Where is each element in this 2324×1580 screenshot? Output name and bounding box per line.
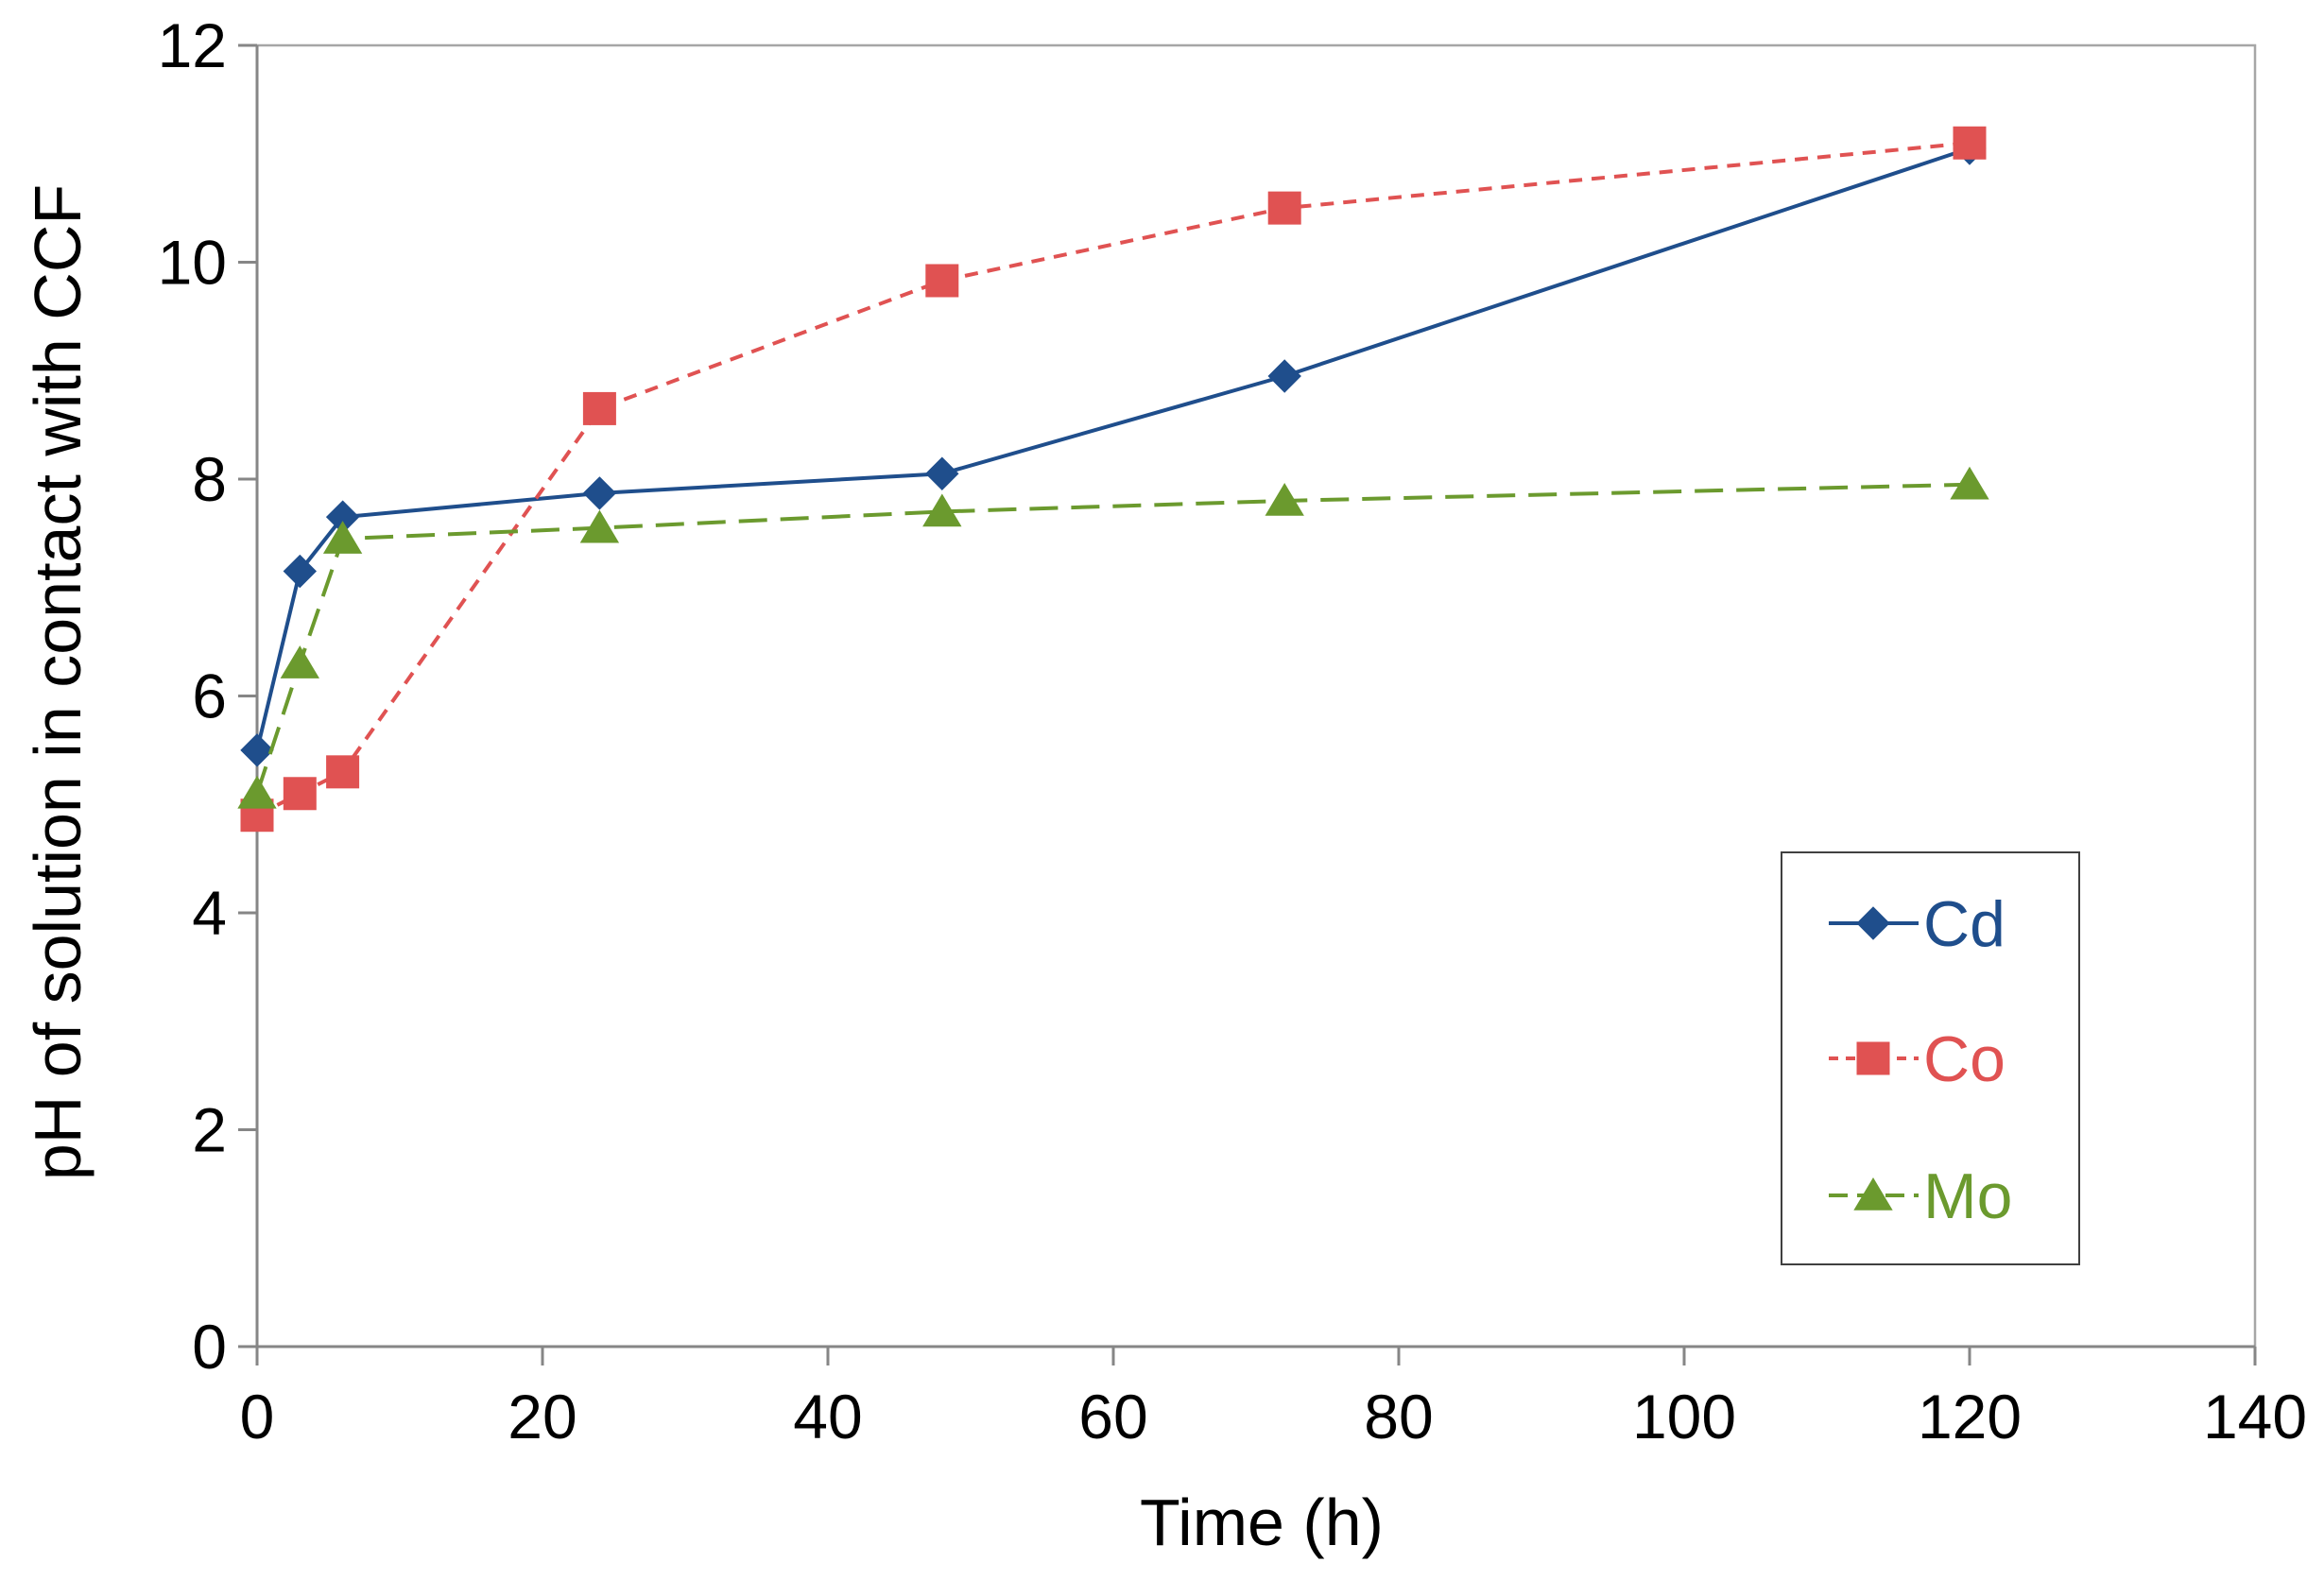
legend-swatch-marker xyxy=(1856,906,1890,940)
y-tick-label: 2 xyxy=(192,1095,227,1165)
y-tick-label: 8 xyxy=(192,444,227,514)
data-point-cd xyxy=(925,456,959,490)
legend-label: Co xyxy=(1923,1023,2006,1095)
data-point-co xyxy=(925,264,959,298)
legend-label: Cd xyxy=(1923,888,2006,960)
data-point-cd xyxy=(582,476,617,510)
data-point-co xyxy=(283,777,317,811)
legend-entry-cd: Cd xyxy=(1829,888,2006,960)
data-point-mo xyxy=(280,645,319,678)
data-point-mo xyxy=(1950,466,1989,500)
data-point-mo xyxy=(237,775,277,809)
series-co xyxy=(240,126,1987,833)
series-cd xyxy=(240,131,1987,767)
x-axis-title: Time (h) xyxy=(1140,1486,1384,1559)
x-tick-label: 20 xyxy=(508,1382,577,1451)
data-point-mo xyxy=(922,493,962,527)
y-tick-label: 4 xyxy=(192,878,227,948)
y-tick-label: 12 xyxy=(158,10,227,80)
legend-swatch-marker xyxy=(1856,1041,1890,1075)
x-tick-label: 40 xyxy=(793,1382,862,1451)
x-tick-label: 140 xyxy=(2203,1382,2307,1451)
legend: Cd Co Mo xyxy=(1781,851,2080,1265)
data-point-cd xyxy=(283,554,318,589)
data-point-cd xyxy=(240,733,274,767)
legend-label: Mo xyxy=(1923,1160,2012,1232)
legend-entry-co: Co xyxy=(1829,1023,2006,1095)
data-point-co xyxy=(1267,191,1301,225)
series-layer xyxy=(237,126,1989,833)
series-line-co xyxy=(256,141,1971,817)
data-point-co xyxy=(582,391,616,425)
legend-swatch-marker xyxy=(1853,1177,1893,1211)
data-point-mo xyxy=(1265,482,1304,516)
x-tick-label: 0 xyxy=(240,1382,275,1451)
data-point-co xyxy=(1953,126,1987,160)
x-tick-label: 100 xyxy=(1632,1382,1736,1451)
data-point-cd xyxy=(1267,359,1301,393)
series-line-mo xyxy=(255,482,1971,795)
y-tick-label: 0 xyxy=(192,1312,227,1382)
data-point-mo xyxy=(579,509,620,543)
y-tick-label: 6 xyxy=(192,661,227,731)
series-line-cd xyxy=(255,146,1971,751)
y-axis-title: pH of solution in contact with CCF xyxy=(21,184,95,1180)
y-axis: 0 2 4 6 8 10 12 xyxy=(158,10,259,1382)
y-tick-label: 10 xyxy=(158,228,227,298)
data-point-mo xyxy=(322,521,363,554)
x-tick-label: 60 xyxy=(1078,1382,1147,1451)
x-tick-label: 80 xyxy=(1364,1382,1433,1451)
x-tick-label: 120 xyxy=(1918,1382,2022,1451)
data-point-co xyxy=(326,755,360,789)
x-axis: 0 20 40 60 80 100 120 140 xyxy=(240,1345,2307,1451)
legend-entry-mo: Mo xyxy=(1829,1160,2012,1232)
series-mo xyxy=(237,466,1989,809)
